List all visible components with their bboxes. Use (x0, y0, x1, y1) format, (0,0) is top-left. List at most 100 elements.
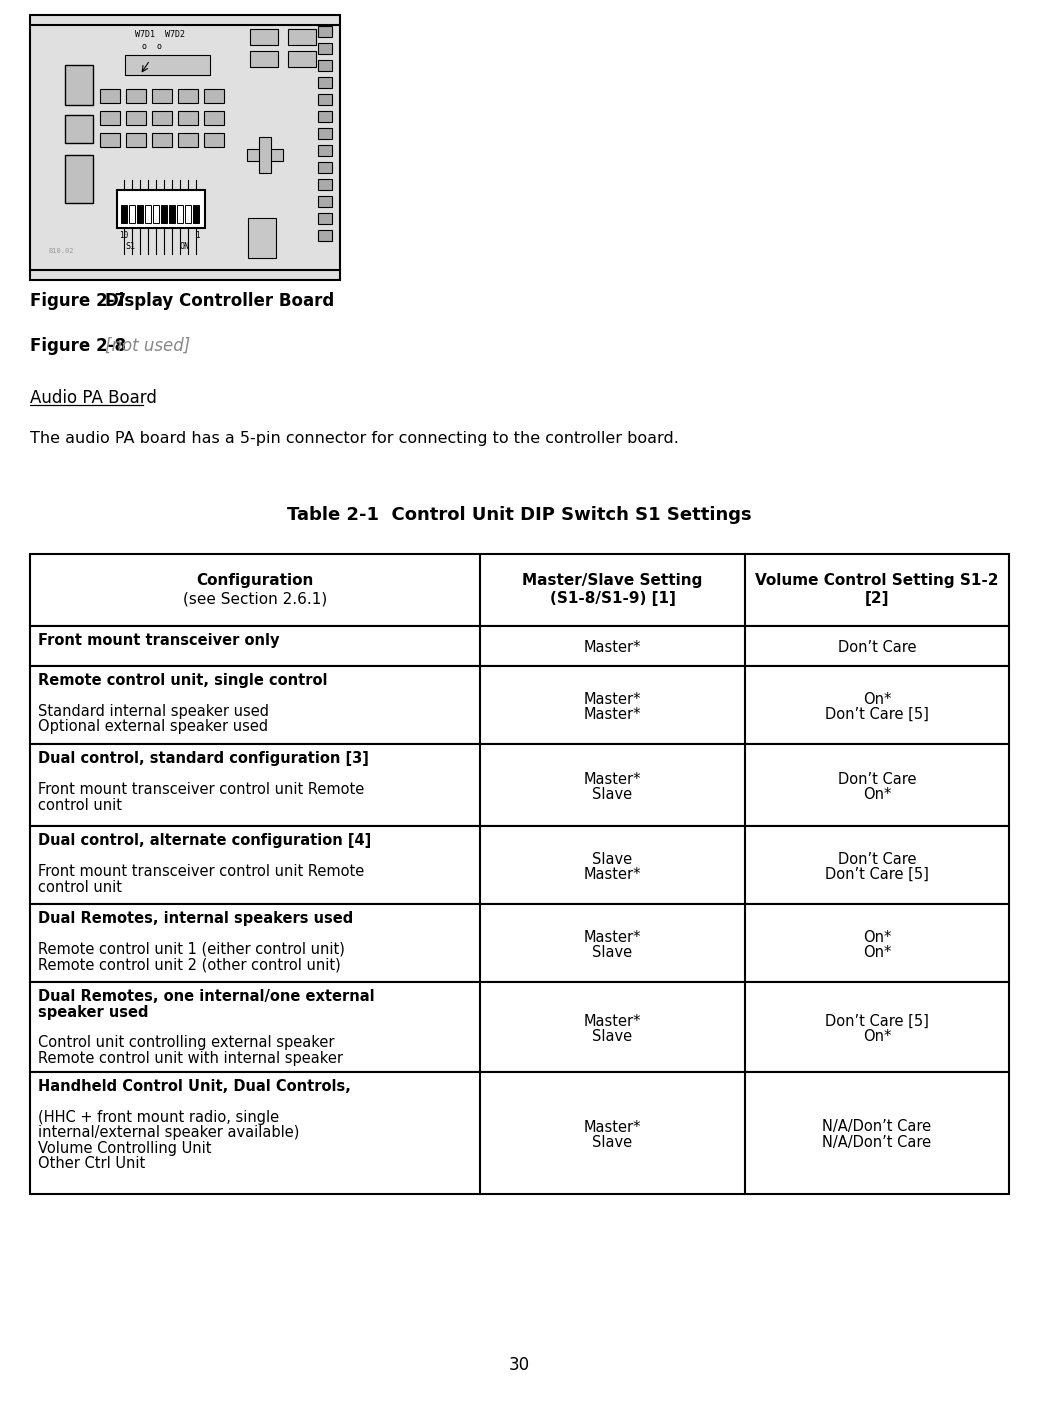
Bar (126, 110, 146, 125)
Bar (152, 89, 172, 103)
Text: Dual Remotes, internal speakers used: Dual Remotes, internal speakers used (38, 911, 353, 925)
Bar (247, 149, 283, 161)
Bar (121, 205, 127, 224)
Text: Front mount transceiver control unit Remote: Front mount transceiver control unit Rem… (38, 782, 365, 797)
Text: 30: 30 (508, 1356, 530, 1374)
Text: (S1-8/S1-9) [1]: (S1-8/S1-9) [1] (550, 591, 675, 607)
Text: 10: 10 (119, 231, 128, 241)
Bar (100, 133, 119, 147)
Text: Master*: Master* (584, 640, 641, 655)
Text: Configuration: Configuration (196, 573, 314, 587)
Text: Other Ctrl Unit: Other Ctrl Unit (38, 1156, 145, 1172)
Text: control unit: control unit (38, 798, 122, 812)
Bar (65, 156, 94, 202)
Bar (125, 55, 210, 75)
Text: Volume Control Setting S1-2: Volume Control Setting S1-2 (755, 573, 998, 587)
Bar (30, 555, 1009, 625)
Bar (318, 42, 332, 54)
Text: Remote control unit 2 (other control unit): Remote control unit 2 (other control uni… (38, 958, 341, 972)
Text: internal/external speaker available): internal/external speaker available) (38, 1125, 299, 1140)
Bar (65, 65, 94, 105)
Bar (318, 110, 332, 122)
Bar (177, 205, 183, 224)
Bar (204, 89, 224, 103)
Text: Slave: Slave (592, 945, 633, 959)
Text: Display Controller Board: Display Controller Board (105, 291, 335, 310)
Text: Don’t Care [5]: Don’t Care [5] (825, 708, 929, 722)
Text: Remote control unit, single control: Remote control unit, single control (38, 674, 327, 688)
Bar (169, 205, 175, 224)
Text: (see Section 2.6.1): (see Section 2.6.1) (183, 591, 327, 607)
Text: Slave: Slave (592, 1135, 633, 1150)
Text: (HHC + front mount radio, single: (HHC + front mount radio, single (38, 1109, 279, 1125)
Bar (318, 161, 332, 173)
Text: Dual control, standard configuration [3]: Dual control, standard configuration [3] (38, 751, 369, 766)
Text: Figure 2-8: Figure 2-8 (30, 337, 132, 355)
Text: Figure 2-7: Figure 2-7 (30, 291, 132, 310)
Text: Dual Remotes, one internal/one external: Dual Remotes, one internal/one external (38, 989, 375, 1005)
Bar (30, 625, 1009, 666)
Text: Table 2-1  Control Unit DIP Switch S1 Settings: Table 2-1 Control Unit DIP Switch S1 Set… (287, 507, 751, 524)
Bar (153, 205, 159, 224)
Bar (30, 826, 1009, 904)
Text: Master/Slave Setting: Master/Slave Setting (523, 573, 702, 587)
Bar (318, 214, 332, 224)
Text: Standard internal speaker used: Standard internal speaker used (38, 705, 269, 719)
Text: On*: On* (862, 930, 891, 944)
Text: Don’t Care [5]: Don’t Care [5] (825, 867, 929, 882)
Bar (100, 89, 119, 103)
Bar (137, 205, 143, 224)
Bar (318, 180, 332, 190)
Text: Master*: Master* (584, 692, 641, 706)
Bar (30, 904, 1009, 982)
Text: Slave: Slave (592, 852, 633, 866)
Text: On*: On* (862, 787, 891, 802)
Bar (259, 137, 271, 173)
Text: N/A/Don’t Care: N/A/Don’t Care (822, 1135, 931, 1150)
Bar (318, 59, 332, 71)
Text: Optional external speaker used: Optional external speaker used (38, 719, 268, 734)
Text: ON: ON (180, 242, 190, 250)
Text: Handheld Control Unit, Dual Controls,: Handheld Control Unit, Dual Controls, (38, 1080, 351, 1094)
Text: Master*: Master* (584, 867, 641, 882)
Text: W7D1  W7D2: W7D1 W7D2 (135, 30, 185, 40)
Bar (30, 16, 340, 280)
Bar (126, 133, 146, 147)
Bar (318, 127, 332, 139)
Text: Don’t Care [5]: Don’t Care [5] (825, 1013, 929, 1029)
Bar (193, 205, 199, 224)
Text: Don’t Care: Don’t Care (837, 852, 916, 866)
Text: Audio PA Board: Audio PA Board (30, 389, 157, 408)
Text: The audio PA board has a 5-pin connector for connecting to the controller board.: The audio PA board has a 5-pin connector… (30, 432, 678, 446)
Bar (318, 197, 332, 207)
Bar (145, 205, 151, 224)
Text: Master*: Master* (584, 930, 641, 944)
Bar (30, 982, 1009, 1073)
Bar (318, 144, 332, 156)
Text: S1: S1 (125, 242, 135, 250)
Bar (250, 28, 278, 45)
Bar (100, 110, 119, 125)
Text: On*: On* (862, 692, 891, 706)
Bar (65, 115, 94, 143)
Bar (152, 133, 172, 147)
Text: Slave: Slave (592, 1029, 633, 1044)
Text: Remote control unit 1 (either control unit): Remote control unit 1 (either control un… (38, 942, 345, 957)
Bar (185, 205, 191, 224)
Text: Don’t Care: Don’t Care (837, 640, 916, 655)
Bar (318, 76, 332, 88)
Text: B10.02: B10.02 (48, 248, 74, 255)
Text: Volume Controlling Unit: Volume Controlling Unit (38, 1140, 212, 1156)
Bar (250, 51, 278, 67)
Text: On*: On* (862, 945, 891, 959)
Bar (152, 110, 172, 125)
Bar (288, 28, 316, 45)
Text: Front mount transceiver control unit Remote: Front mount transceiver control unit Rem… (38, 865, 365, 879)
Bar (318, 25, 332, 37)
Bar (248, 218, 276, 258)
Text: Front mount transceiver only: Front mount transceiver only (38, 633, 279, 648)
Bar (288, 51, 316, 67)
Bar (129, 205, 135, 224)
Text: Dual control, alternate configuration [4]: Dual control, alternate configuration [4… (38, 833, 371, 848)
Text: [not used]: [not used] (105, 337, 190, 355)
